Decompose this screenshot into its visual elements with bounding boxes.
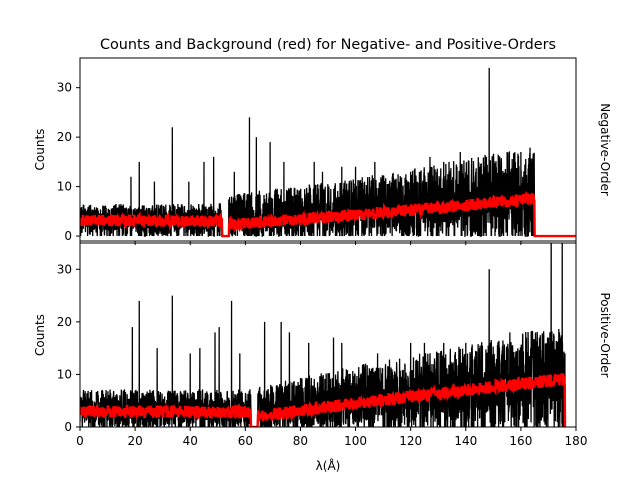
y-axis-label-positive: Counts xyxy=(33,314,47,356)
y-tick-label: 10 xyxy=(57,367,72,381)
side-label-negative: Negative-Order xyxy=(598,103,612,196)
x-tick-label: 0 xyxy=(76,434,84,448)
x-tick-label: 100 xyxy=(344,434,367,448)
x-tick-label: 20 xyxy=(127,434,142,448)
y-tick-label: 0 xyxy=(64,229,72,243)
x-tick-label: 180 xyxy=(565,434,588,448)
background-series-negative xyxy=(80,190,576,238)
y-tick-label: 0 xyxy=(64,420,72,434)
y-tick-label: 20 xyxy=(57,315,72,329)
panel-negative-order: 0 10 20 30 Counts Negative-Order xyxy=(33,57,612,245)
y-tick-label: 30 xyxy=(57,262,72,276)
counts-series-positive xyxy=(80,243,566,427)
x-tick-label: 40 xyxy=(183,434,198,448)
side-label-positive: Positive-Order xyxy=(598,292,612,377)
panel-positive-order: 0 10 20 30 0 20 40 60 80 100 120 140 160 180 Counts Pos… xyxy=(33,242,612,448)
y-tick-label: 30 xyxy=(57,81,72,95)
x-tick-label: 160 xyxy=(509,434,532,448)
x-tick-label: 140 xyxy=(454,434,477,448)
y-tick-label: 20 xyxy=(57,130,72,144)
x-tick-label: 60 xyxy=(238,434,253,448)
x-tick-label: 80 xyxy=(293,434,308,448)
chart-title: Counts and Background (red) for Negative… xyxy=(100,37,556,53)
axes-frame-positive xyxy=(79,242,577,428)
y-tick-label: 10 xyxy=(57,180,72,194)
axes-frame-negative xyxy=(79,57,577,242)
x-tick-label: 120 xyxy=(399,434,422,448)
y-axis-label-negative: Counts xyxy=(33,129,47,171)
background-series-positive xyxy=(80,373,567,427)
x-axis-label: λ(Å) xyxy=(316,458,341,473)
